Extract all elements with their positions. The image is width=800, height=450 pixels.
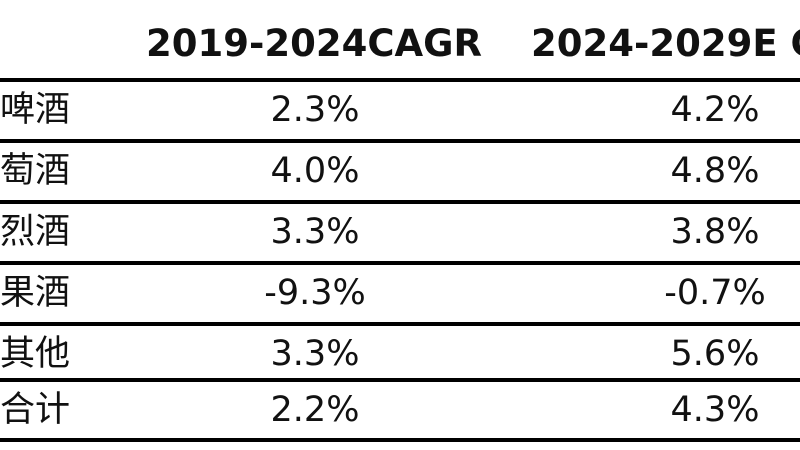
bottom-rule [0, 438, 800, 442]
cagr-2024-2029e-value: 4.2% [600, 82, 800, 139]
row-label: 葡萄酒 [0, 143, 70, 200]
row-label: 烈酒 [0, 204, 70, 261]
row-label: 其他 [0, 326, 70, 383]
cagr-2024-2029e-value: 3.8% [600, 204, 800, 261]
cagr-2019-2024-value: 2.3% [200, 82, 430, 139]
table-header: 2019-2024CAGR 2024-2029E CAGR [0, 0, 800, 78]
table-row: 葡萄酒 4.0% 4.8% [0, 143, 800, 200]
row-label: 啤酒 [0, 82, 70, 139]
table-row: 啤酒 2.3% 4.2% [0, 82, 800, 139]
cagr-2019-2024-value: 4.0% [200, 143, 430, 200]
cagr-2024-2029e-value: 4.3% [600, 382, 800, 439]
cagr-2024-2029e-value: -0.7% [600, 265, 800, 322]
table-row: 苹果酒 -9.3% -0.7% [0, 265, 800, 322]
cagr-2019-2024-value: 2.2% [200, 382, 430, 439]
table-row: 合计 2.2% 4.3% [0, 382, 800, 439]
column-header-2024-2029e-cagr: 2024-2029E CAGR [531, 19, 800, 69]
cagr-2024-2029e-value: 5.6% [600, 326, 800, 383]
row-label: 苹果酒 [0, 265, 70, 322]
cagr-2019-2024-value: 3.3% [200, 326, 430, 383]
table-row: 其他 3.3% 5.6% [0, 326, 800, 383]
row-label: 合计 [0, 382, 70, 439]
table-row: 烈酒 3.3% 3.8% [0, 204, 800, 261]
column-header-2019-2024-cagr: 2019-2024CAGR [146, 19, 516, 69]
cagr-2024-2029e-value: 4.8% [600, 143, 800, 200]
cagr-2019-2024-value: 3.3% [200, 204, 430, 261]
cagr-2019-2024-value: -9.3% [200, 265, 430, 322]
